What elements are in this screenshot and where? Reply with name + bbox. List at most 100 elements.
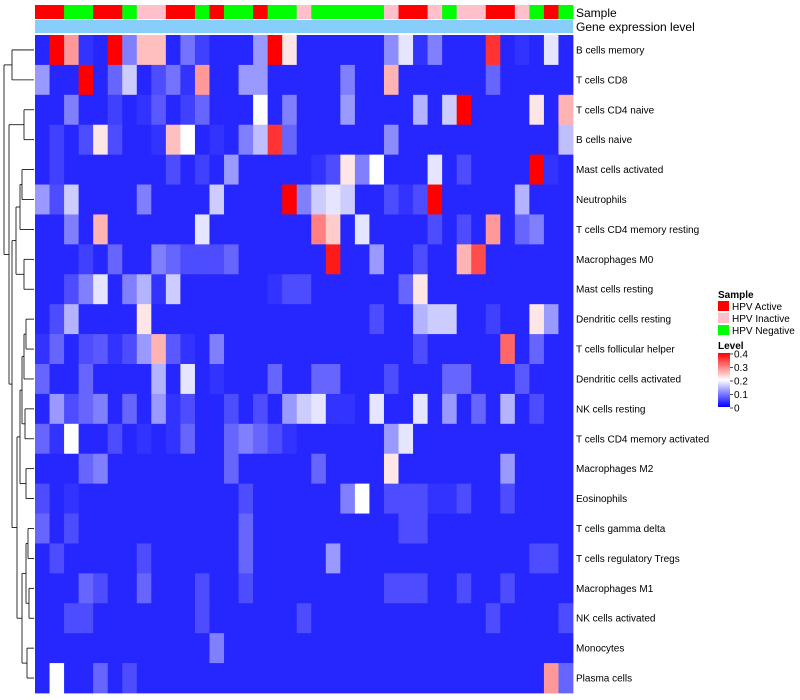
heatmap-cell xyxy=(325,124,341,156)
heatmap-cell xyxy=(471,453,487,485)
heatmap-cell xyxy=(194,393,210,425)
heatmap-cell xyxy=(180,393,196,425)
row-label: T cells regulatory Tregs xyxy=(576,554,680,565)
heatmap-cell xyxy=(282,364,298,395)
heatmap-cell xyxy=(136,393,152,425)
heatmap-cell xyxy=(267,663,283,694)
heatmap-cell xyxy=(35,244,50,275)
heatmap-cell xyxy=(369,274,385,305)
heatmap-cell xyxy=(253,543,269,574)
heatmap-cell xyxy=(311,244,327,275)
heatmap-cell xyxy=(180,543,196,574)
heatmap-cell xyxy=(282,64,298,96)
heatmap-cell xyxy=(354,154,370,185)
heatmap-cell xyxy=(456,543,472,574)
heatmap-cell xyxy=(49,214,65,245)
heatmap-cell xyxy=(238,453,254,485)
sample-annotation-bar xyxy=(35,5,574,19)
heatmap-cell xyxy=(93,274,109,305)
heatmap-cell xyxy=(64,633,80,664)
heatmap-cell xyxy=(340,423,356,455)
heatmap-cell xyxy=(471,364,487,395)
heatmap-cell xyxy=(442,184,458,215)
heatmap-cell xyxy=(514,154,530,185)
heatmap-cell xyxy=(485,94,501,126)
heatmap-cell xyxy=(354,603,370,634)
heatmap-cell xyxy=(238,364,254,395)
heatmap-cell xyxy=(224,543,239,574)
heatmap-cell xyxy=(558,603,574,634)
heatmap-cell xyxy=(456,184,472,215)
heatmap-cell xyxy=(93,94,109,126)
heatmap-cell xyxy=(136,35,152,66)
heatmap-cell xyxy=(485,124,501,156)
heatmap-cell xyxy=(369,35,385,66)
heatmap-cell xyxy=(500,543,516,574)
heatmap-cell xyxy=(282,184,298,215)
heatmap-cell xyxy=(529,94,545,126)
heatmap-cell xyxy=(122,304,138,335)
heatmap-cell xyxy=(514,423,530,455)
heatmap-cell xyxy=(325,274,341,305)
heatmap-cell xyxy=(267,334,283,365)
heatmap-cell xyxy=(354,94,370,126)
heatmap-cell xyxy=(543,603,559,634)
heatmap-cell xyxy=(78,573,94,604)
heatmap-cell xyxy=(340,64,356,96)
heatmap-cell xyxy=(64,274,80,305)
heatmap-cell xyxy=(194,513,210,544)
heatmap-cell xyxy=(325,633,341,664)
heatmap-cell xyxy=(340,453,356,485)
heatmap-cell xyxy=(296,393,312,425)
heatmap-cell xyxy=(194,35,210,66)
heatmap-cell xyxy=(369,364,385,395)
heatmap-cell xyxy=(238,274,254,305)
heatmap-cell xyxy=(354,543,370,574)
heatmap-cell xyxy=(398,513,414,544)
heatmap-cell xyxy=(500,364,516,395)
heatmap-cell xyxy=(224,94,239,126)
heatmap-cell xyxy=(122,663,138,694)
heatmap-cell xyxy=(485,543,501,574)
heatmap-cell xyxy=(543,214,559,245)
heatmap-cell xyxy=(369,334,385,365)
sample-cell xyxy=(224,5,239,19)
heatmap-cell xyxy=(398,244,414,275)
heatmap-cell xyxy=(107,35,123,66)
heatmap-cell xyxy=(267,124,283,156)
heatmap-cell xyxy=(64,663,80,694)
heatmap-cell xyxy=(253,423,269,455)
heatmap-cell xyxy=(136,423,152,455)
heatmap-cell xyxy=(136,244,152,275)
heatmap-cell xyxy=(398,483,414,514)
heatmap-cell xyxy=(354,184,370,215)
heatmap-cell xyxy=(558,663,574,694)
heatmap-cell xyxy=(253,393,269,425)
heatmap-cell xyxy=(64,304,80,335)
heatmap-cell xyxy=(325,184,341,215)
heatmap-cell xyxy=(471,274,487,305)
heatmap-cell xyxy=(456,603,472,634)
heatmap-cell xyxy=(311,423,327,455)
heatmap-cell xyxy=(340,304,356,335)
heatmap-cell xyxy=(543,184,559,215)
heatmap-cell xyxy=(398,393,414,425)
heatmap-cell xyxy=(180,35,196,66)
heatmap-cell xyxy=(296,35,312,66)
heatmap-cell xyxy=(194,573,210,604)
heatmap-cell xyxy=(78,184,94,215)
heatmap-cell xyxy=(427,35,443,66)
heatmap-cell xyxy=(442,453,458,485)
heatmap-cell xyxy=(500,573,516,604)
heatmap-cell xyxy=(500,483,516,514)
heatmap-cell xyxy=(49,633,65,664)
heatmap-cell xyxy=(543,483,559,514)
heatmap-cell xyxy=(194,423,210,455)
heatmap-cell xyxy=(180,244,196,275)
heatmap-cell xyxy=(151,94,167,126)
heatmap-cell xyxy=(442,393,458,425)
heatmap-cell xyxy=(296,124,312,156)
heatmap-cell xyxy=(456,94,472,126)
heatmap-cell xyxy=(471,573,487,604)
